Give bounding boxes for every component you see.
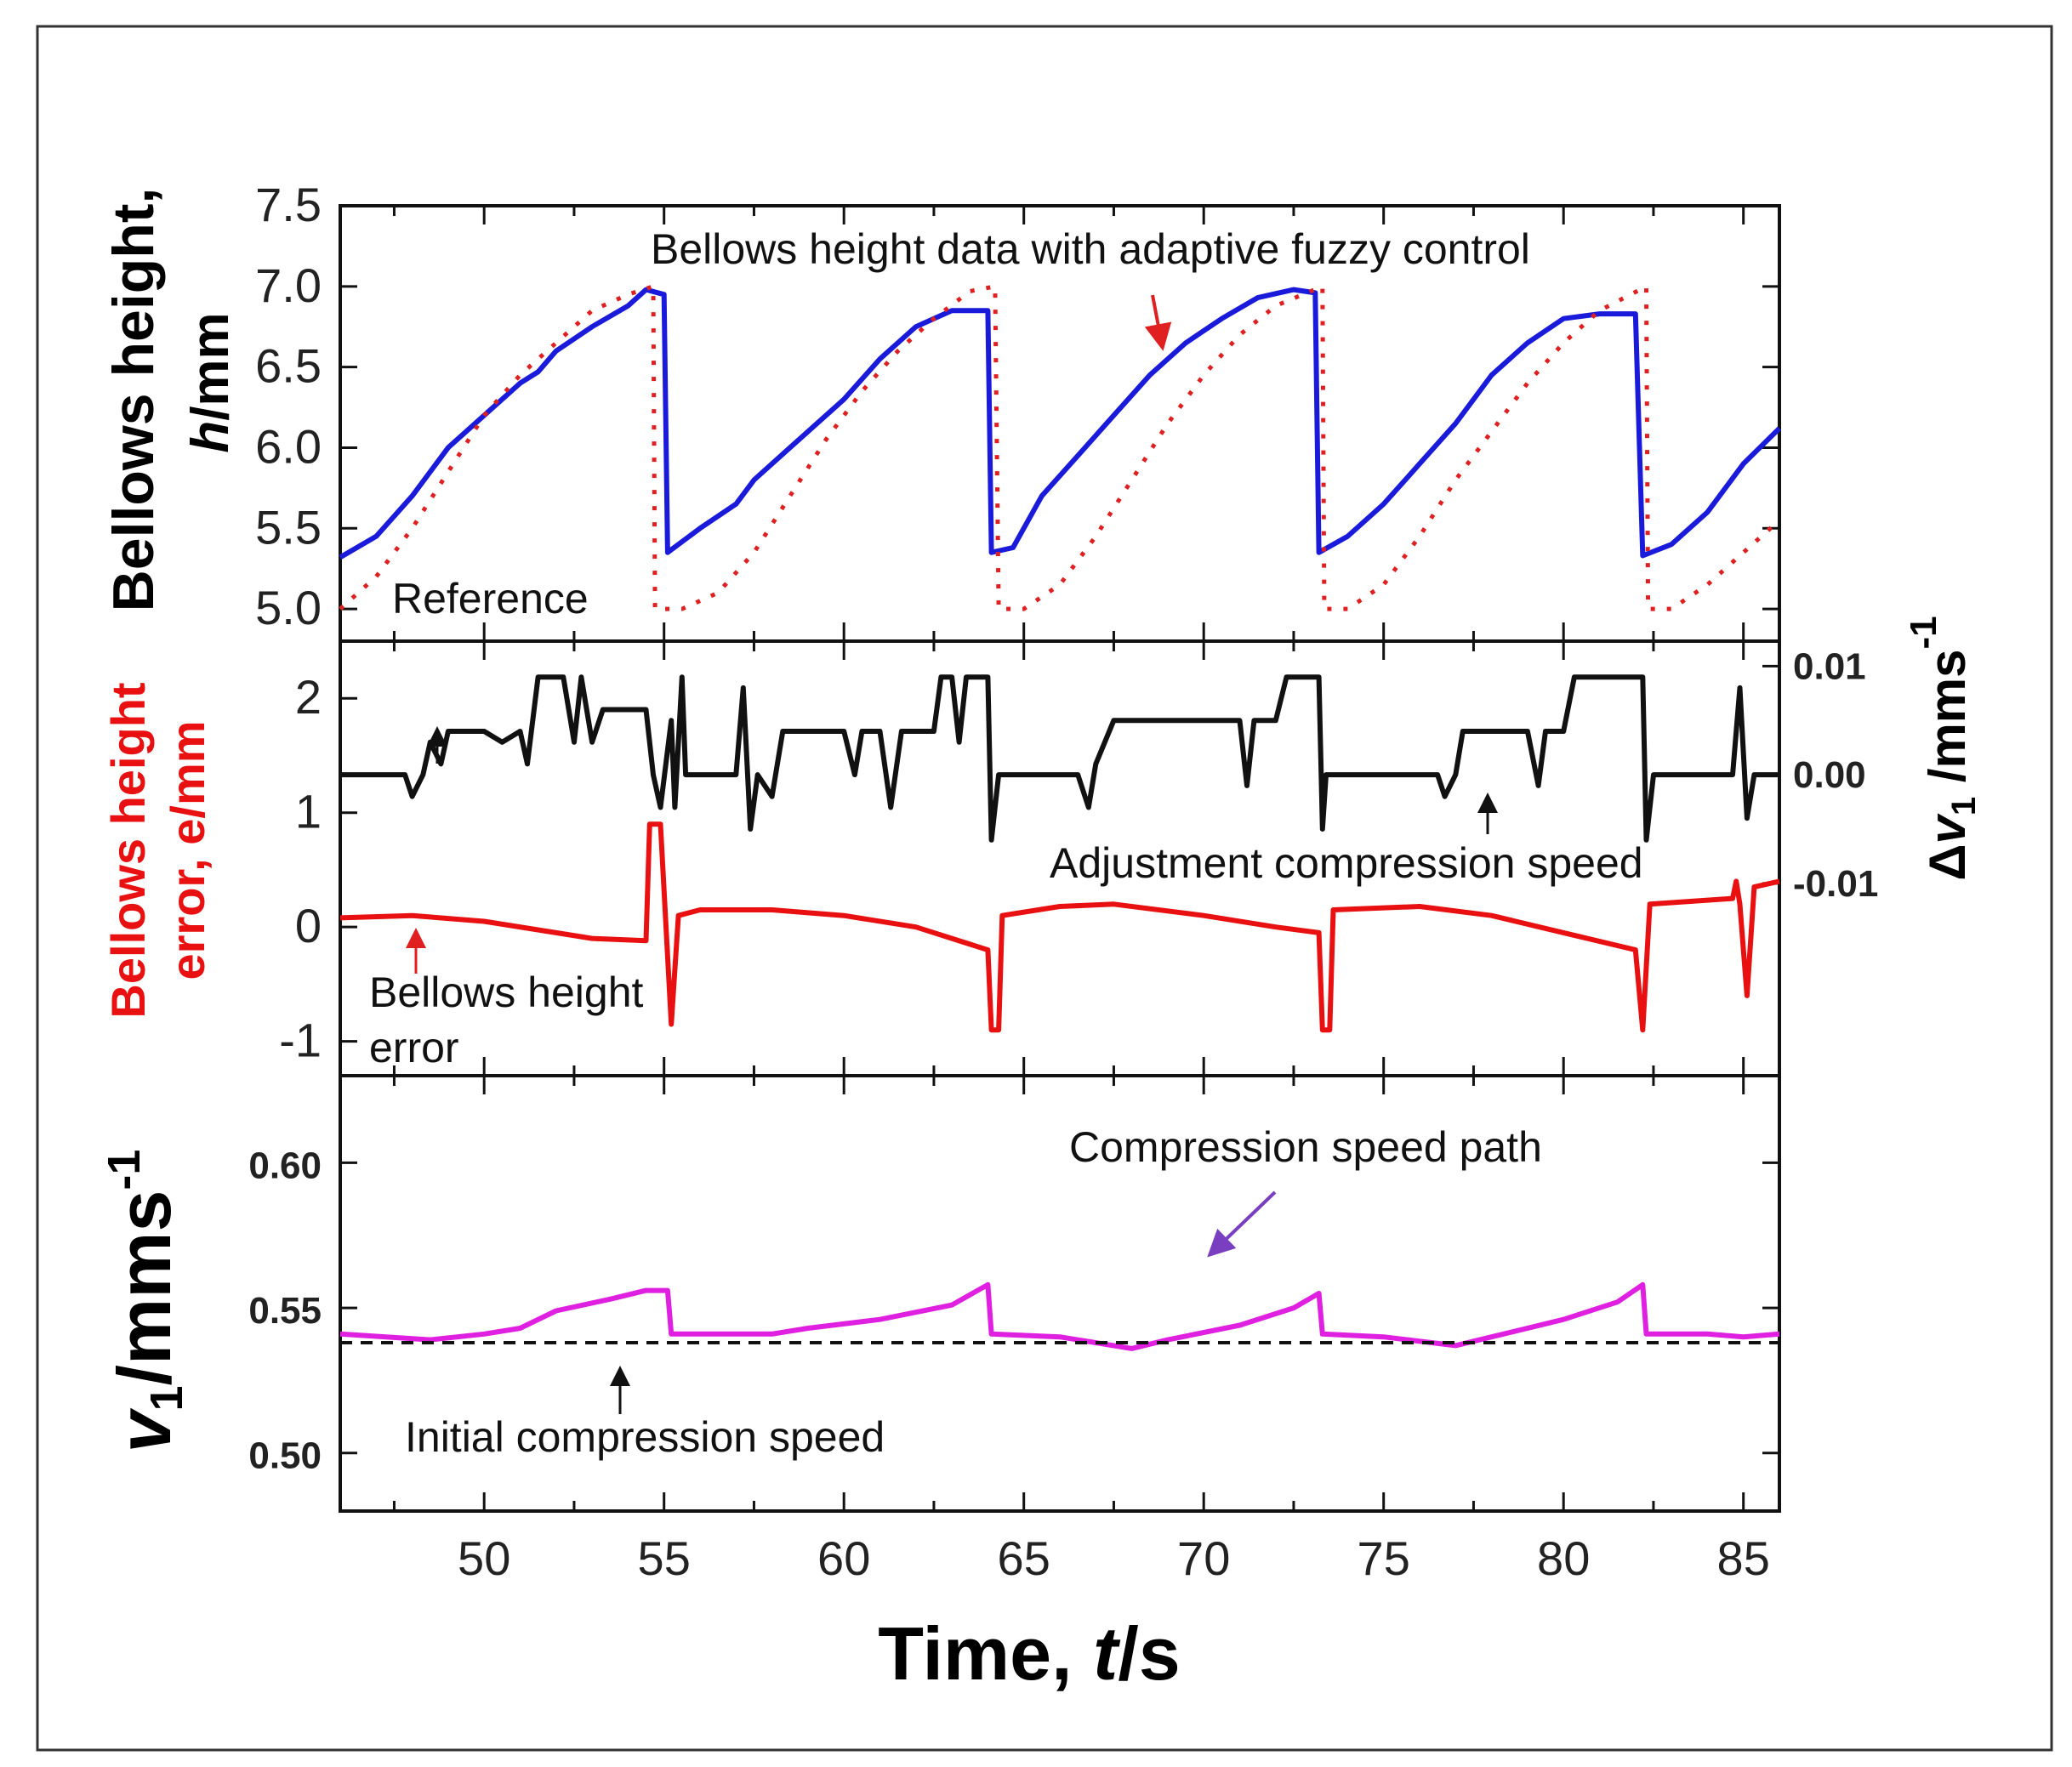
x-tick-label: 50 xyxy=(458,1531,510,1585)
x-tick-label: 60 xyxy=(817,1531,870,1585)
y-tick-label-speed: 0.55 xyxy=(248,1290,322,1332)
y-tick-label-height: 7.0 xyxy=(255,259,322,312)
series-height-0 xyxy=(339,287,1782,560)
x-tick-label: 75 xyxy=(1358,1531,1410,1585)
y-tick-label-error: 1 xyxy=(295,785,322,838)
y-tick-label-speed: 0.50 xyxy=(248,1435,322,1477)
y-tick-label-height: 7.5 xyxy=(255,178,322,231)
y-tick-label-height: 5.5 xyxy=(255,500,322,554)
annotation-fuzzy: Bellows height data with adaptive fuzzy … xyxy=(651,225,1530,273)
annotation-path: Compression speed path xyxy=(1069,1123,1542,1171)
y-tick-label-error: 2 xyxy=(295,670,322,724)
outer-border xyxy=(36,25,2053,1752)
y-tick-label-error: -1 xyxy=(279,1014,322,1067)
y2-tick-label: 0.01 xyxy=(1793,645,1866,687)
y2-tick-label: 0.00 xyxy=(1793,754,1866,796)
panel-frame-speed xyxy=(339,1074,1781,1513)
purple-arrow-path xyxy=(1207,1190,1277,1258)
annotation-initial: Initial compression speed xyxy=(405,1413,885,1461)
height-ylabel-unit: h/mm xyxy=(181,312,240,452)
annotation-error-2: error xyxy=(369,1024,459,1071)
y-tick-label-height: 5.0 xyxy=(255,581,322,634)
delta-v-ylabel: Δv1 /mms-1 xyxy=(1903,616,1983,880)
series-error-1 xyxy=(340,674,1779,843)
y-tick-label-height: 6.0 xyxy=(255,419,322,473)
x-tick-label: 70 xyxy=(1177,1531,1230,1585)
y2-tick-label: -0.01 xyxy=(1793,863,1878,905)
height-ylabel: Bellows height, xyxy=(101,188,166,612)
series-height-1 xyxy=(339,284,1781,611)
annotation-error-1: Bellows height xyxy=(369,969,644,1016)
error-ylabel-1: Bellows height xyxy=(101,682,155,1018)
error-ylabel-2: error, e/mm xyxy=(161,720,214,980)
annotation-adjustment: Adjustment compression speed xyxy=(1050,839,1643,887)
series-error-0 xyxy=(339,821,1780,1033)
x-tick-label: 80 xyxy=(1537,1531,1590,1585)
y-tick-label-speed: 0.60 xyxy=(248,1145,322,1186)
x-tick-label: 55 xyxy=(638,1531,691,1585)
y-tick-label-height: 6.5 xyxy=(255,339,322,393)
annotation-reference: Reference xyxy=(392,575,589,622)
series-speed-0 xyxy=(339,1281,1780,1351)
x-tick-label: 65 xyxy=(998,1531,1050,1585)
x-tick-label: 85 xyxy=(1717,1531,1770,1585)
y-tick-label-error: 0 xyxy=(295,899,322,952)
red-arrow-fuzzy xyxy=(1144,294,1172,351)
speed-ylabel: v1/mms-1 xyxy=(99,1150,192,1453)
x-axis-title: Time, t/s xyxy=(878,1611,1180,1696)
